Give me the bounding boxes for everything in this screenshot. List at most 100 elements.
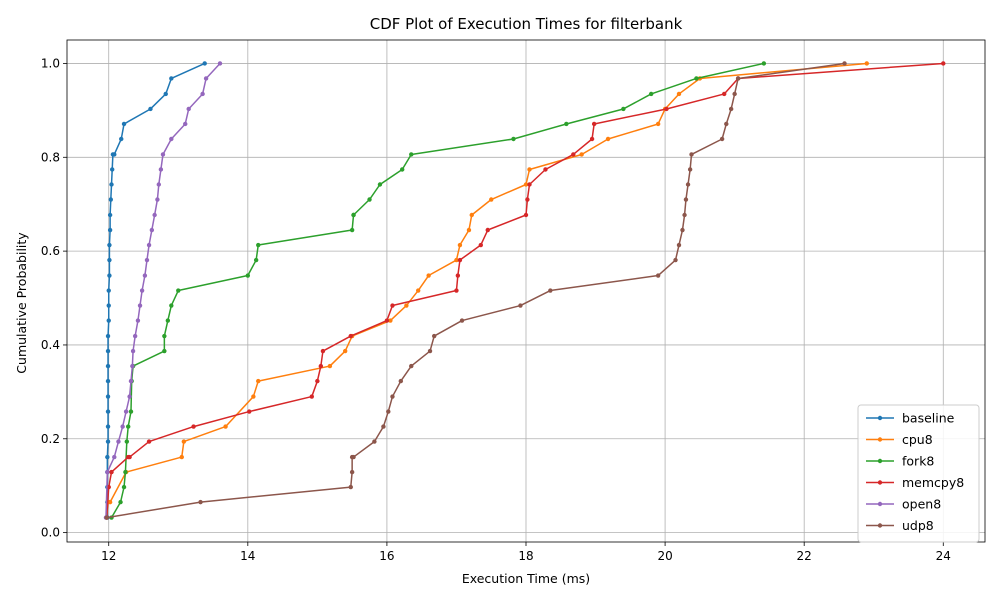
- data-point-udp8-6: [372, 439, 377, 444]
- y-tick-label-5: 1.0: [41, 56, 60, 70]
- data-point-memcpy8-28: [722, 91, 727, 97]
- data-point-baseline-7: [105, 409, 111, 414]
- data-point-baseline-9: [105, 378, 111, 384]
- data-point-udp8-22: [683, 197, 689, 202]
- y-tick-label-1: 0.2: [41, 432, 60, 446]
- data-point-cpu8-27: [676, 91, 682, 97]
- data-point-cpu8-5: [181, 439, 187, 444]
- data-point-fork8-12: [169, 303, 174, 308]
- data-point-open8-18: [152, 212, 157, 218]
- data-point-baseline-22: [109, 182, 114, 187]
- data-point-cpu8-8: [256, 378, 261, 384]
- data-point-open8-23: [169, 136, 174, 142]
- data-point-open8-13: [139, 288, 145, 293]
- data-point-cpu8-20: [489, 197, 494, 202]
- data-point-memcpy8-19: [485, 227, 490, 233]
- data-point-cpu8-16: [454, 257, 459, 263]
- data-point-cpu8-6: [223, 424, 228, 429]
- data-point-cpu8-24: [605, 136, 611, 142]
- data-point-memcpy8-30: [941, 61, 946, 66]
- data-point-udp8-5: [351, 454, 356, 460]
- x-axis-label: Execution Time (ms): [462, 571, 590, 586]
- data-point-cpu8-17: [457, 242, 463, 248]
- series-cpu8: [104, 61, 869, 520]
- data-point-udp8-16: [548, 288, 553, 293]
- data-point-baseline-10: [105, 363, 111, 369]
- data-point-memcpy8-4: [127, 454, 132, 460]
- data-point-fork8-20: [367, 197, 372, 202]
- data-point-cpu8-22: [527, 167, 532, 172]
- data-point-baseline-4: [105, 454, 110, 460]
- data-point-baseline-5: [105, 439, 111, 444]
- legend-item-baseline: baseline: [866, 411, 955, 426]
- series-line-baseline: [106, 62, 206, 518]
- data-point-baseline-6: [105, 424, 111, 429]
- data-point-memcpy8-6: [191, 424, 196, 429]
- legend-item-open8: open8: [866, 497, 941, 512]
- y-tick-label-3: 0.6: [41, 244, 60, 258]
- x-tick-label-6: 24: [936, 549, 951, 563]
- data-point-cpu8-7: [251, 394, 256, 399]
- data-point-memcpy8-17: [457, 257, 463, 263]
- legend-label-cpu8: cpu8: [902, 432, 933, 447]
- data-point-fork8-5: [126, 424, 131, 429]
- data-point-udp8-7: [381, 424, 386, 429]
- data-point-fork8-14: [245, 273, 251, 278]
- legend-swatch-marker: [877, 437, 883, 442]
- data-point-udp8-25: [689, 152, 694, 157]
- data-point-open8-4: [120, 424, 125, 429]
- data-point-udp8-26: [719, 136, 725, 142]
- data-point-baseline-29: [163, 91, 168, 97]
- data-point-fork8-24: [511, 136, 516, 142]
- data-point-memcpy8-5: [146, 439, 152, 444]
- data-point-fork8-1: [118, 499, 123, 505]
- legend-label-open8: open8: [902, 497, 941, 512]
- data-point-open8-17: [149, 227, 155, 233]
- data-point-cpu8-18: [466, 227, 472, 233]
- data-point-udp8-13: [432, 333, 437, 339]
- legend-swatch-marker: [877, 415, 883, 421]
- legend-label-memcpy8: memcpy8: [902, 475, 964, 490]
- data-point-baseline-27: [121, 121, 127, 127]
- data-point-open8-11: [135, 318, 141, 323]
- data-point-fork8-17: [349, 227, 355, 233]
- data-point-memcpy8-14: [390, 303, 395, 308]
- data-point-memcpy8-8: [309, 394, 314, 399]
- data-point-udp8-11: [409, 363, 414, 369]
- x-tick-label-1: 14: [240, 549, 255, 563]
- data-point-memcpy8-22: [527, 182, 532, 187]
- data-point-open8-25: [186, 106, 191, 112]
- data-point-fork8-19: [351, 212, 356, 218]
- data-point-udp8-1: [198, 499, 203, 505]
- data-point-udp8-9: [390, 394, 395, 399]
- data-point-udp8-8: [386, 409, 391, 414]
- data-point-baseline-23: [110, 167, 115, 172]
- data-point-cpu8-2: [107, 499, 113, 505]
- legend-swatch-marker: [877, 523, 883, 528]
- chart-title: CDF Plot of Execution Times for filterba…: [370, 15, 683, 33]
- data-point-fork8-13: [176, 288, 181, 293]
- data-point-open8-9: [130, 348, 136, 354]
- data-point-cpu8-25: [655, 121, 661, 127]
- data-point-udp8-29: [732, 91, 737, 97]
- data-point-baseline-17: [107, 257, 112, 263]
- data-point-baseline-19: [107, 227, 113, 233]
- data-point-open8-20: [156, 182, 161, 187]
- x-tick-label-3: 18: [518, 549, 533, 563]
- data-point-baseline-30: [169, 76, 174, 81]
- data-point-cpu8-29: [864, 61, 869, 66]
- legend-swatch-marker: [877, 458, 883, 464]
- data-point-fork8-3: [123, 469, 128, 475]
- data-point-cpu8-15: [426, 273, 431, 278]
- x-tick-label-4: 20: [657, 549, 672, 563]
- data-point-memcpy8-24: [571, 152, 576, 157]
- data-point-memcpy8-25: [589, 136, 595, 142]
- data-point-fork8-27: [648, 91, 654, 97]
- data-point-baseline-11: [105, 348, 111, 354]
- legend-swatch-marker: [877, 501, 883, 507]
- data-point-open8-12: [137, 303, 143, 308]
- data-point-memcpy8-12: [348, 333, 353, 339]
- data-point-open8-24: [183, 121, 188, 127]
